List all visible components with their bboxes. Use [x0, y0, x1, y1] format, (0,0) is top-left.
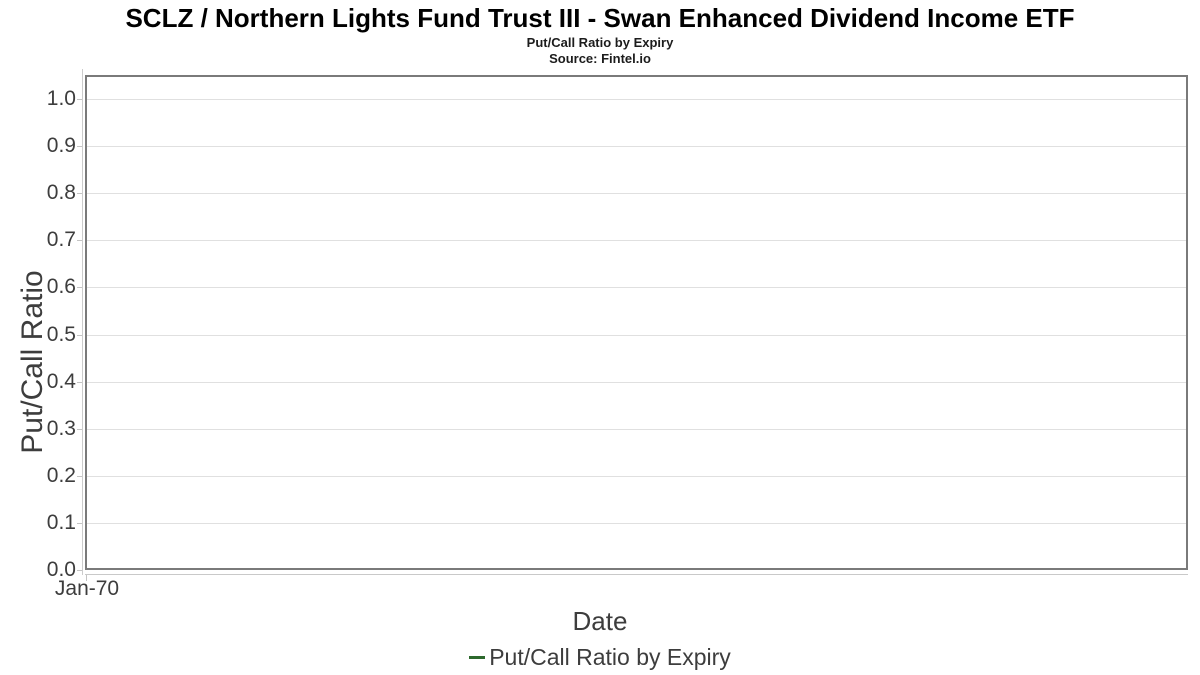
y-tick-label: 0.2 [46, 463, 76, 487]
gridline [87, 381, 1186, 383]
legend-item[interactable]: Put/Call Ratio by Expiry [469, 644, 731, 671]
x-tick-label: Jan-70 [54, 577, 120, 600]
y-tick-label: 0.5 [46, 322, 76, 346]
gridline [87, 334, 1186, 336]
chart-title: SCLZ / Northern Lights Fund Trust III - … [125, 3, 1075, 33]
chart-subtitle: Put/Call Ratio by Expiry [526, 35, 674, 50]
x-axis-line [85, 574, 1188, 575]
y-tick-mark [77, 522, 82, 524]
y-tick-label: 1.0 [46, 87, 76, 110]
gridline [87, 522, 1186, 524]
y-tick-mark [77, 287, 82, 289]
y-tick-mark [77, 193, 82, 195]
gridline [87, 475, 1186, 477]
y-tick-label: 0.8 [46, 181, 76, 205]
legend-label: Put/Call Ratio by Expiry [489, 644, 731, 670]
legend-line-marker [469, 656, 486, 659]
y-tick-mark [77, 381, 82, 383]
y-tick-label: 0.3 [46, 416, 76, 440]
y-tick-label: 0.9 [46, 134, 76, 158]
gridline [87, 99, 1186, 100]
gridline [87, 146, 1186, 148]
y-tick-label: 0.6 [46, 275, 76, 299]
y-axis-line [82, 69, 83, 575]
y-tick-label: 0.0 [46, 558, 76, 581]
y-tick-label: 0.1 [46, 510, 76, 534]
y-tick-label: 0.4 [46, 369, 76, 393]
y-tick-label: 0.7 [46, 228, 76, 252]
gridline [87, 428, 1186, 430]
gridline [87, 287, 1186, 289]
x-tick-mark [86, 575, 87, 581]
y-tick-mark [77, 570, 82, 571]
y-tick-mark [77, 475, 82, 477]
y-tick-mark [77, 334, 82, 336]
chart-source: Source: Fintel.io [549, 51, 651, 66]
y-tick-mark [77, 146, 82, 148]
y-tick-mark [77, 428, 82, 430]
plot-area [85, 75, 1188, 570]
x-axis-title: Date [572, 606, 628, 636]
gridline [87, 193, 1186, 195]
y-tick-mark [77, 99, 82, 100]
y-tick-mark [77, 240, 82, 242]
legend: Put/Call Ratio by Expiry [0, 644, 1200, 671]
gridline [87, 240, 1186, 242]
